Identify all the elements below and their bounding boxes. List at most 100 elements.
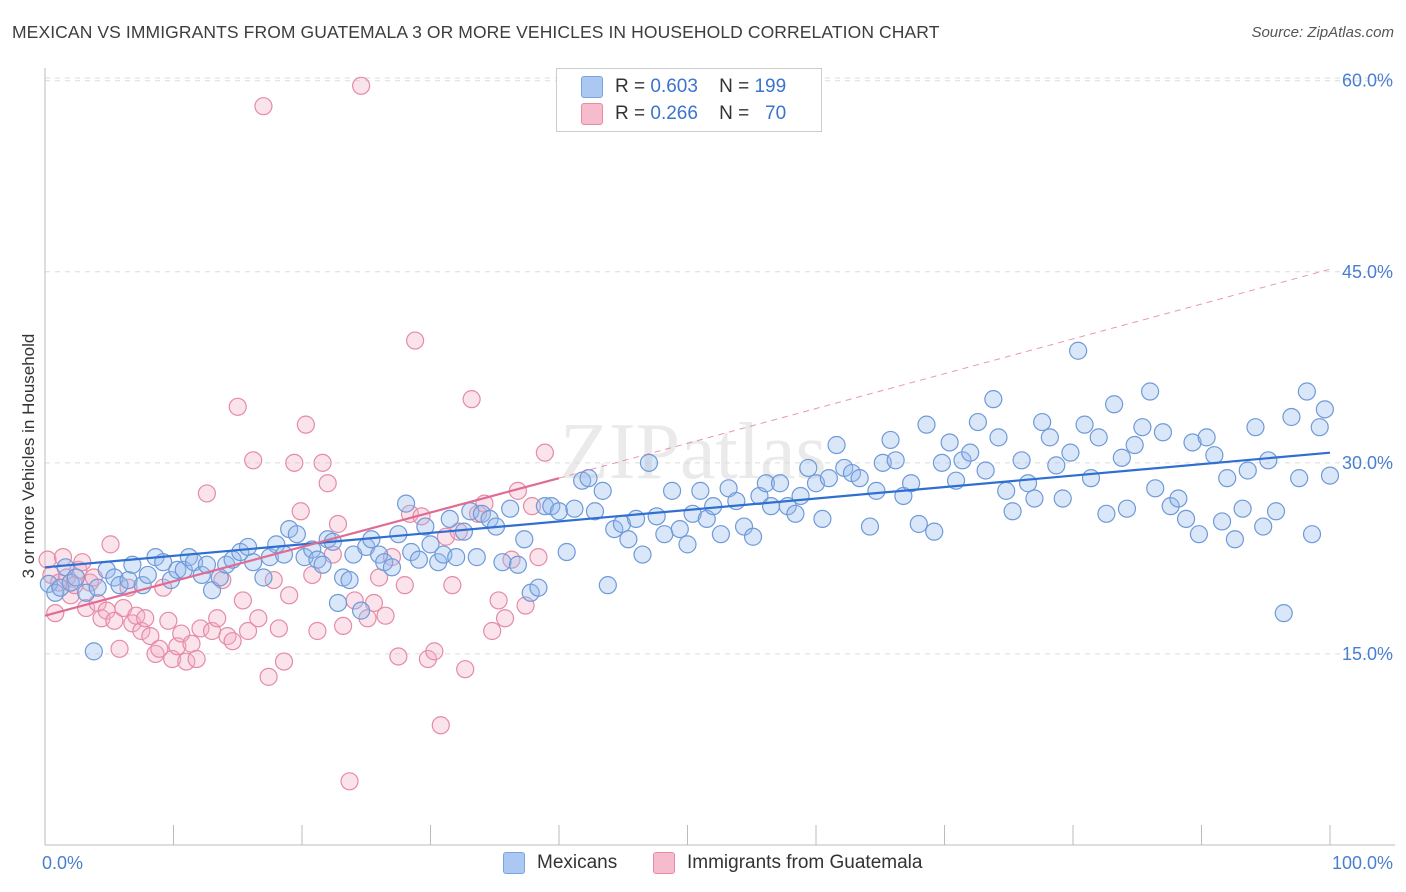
data-point-mexican <box>1047 456 1066 475</box>
data-point-mexican <box>84 642 103 661</box>
data-point-mexican <box>925 522 944 541</box>
data-point-mexican <box>1146 479 1165 498</box>
data-point-mexican <box>1089 428 1108 447</box>
stats-legend: R = 0.603 N = 199 R = 0.266 N = 70 <box>556 68 822 132</box>
data-point-mexican <box>984 390 1003 409</box>
data-point-mexican <box>535 497 554 516</box>
data-point-guatemala <box>395 576 414 595</box>
trend-line-guatemala-extension <box>558 268 1331 479</box>
data-point-mexican <box>409 550 429 569</box>
data-point-guatemala <box>318 474 337 493</box>
legend-n-label: N = <box>719 76 750 97</box>
legend-swatch-guatemala <box>581 103 603 125</box>
y-tick-label: 45.0% <box>1342 262 1393 282</box>
data-point-mexican <box>238 537 258 557</box>
legend-row-mexicans: R = 0.603 N = 199 <box>581 75 786 99</box>
data-point-guatemala <box>334 616 353 636</box>
data-point-guatemala <box>296 415 315 434</box>
data-point-mexican <box>813 509 832 528</box>
data-point-guatemala <box>313 453 332 472</box>
data-point-guatemala <box>187 649 206 669</box>
data-point-mexican <box>761 497 781 516</box>
data-point-mexican <box>1061 443 1080 462</box>
series-legend: Mexicans Immigrants from Guatemala <box>0 852 1406 878</box>
data-point-mexican <box>670 519 689 539</box>
data-point-mexican <box>88 578 107 597</box>
data-point-guatemala <box>249 609 268 628</box>
legend-label-guatemala: Immigrants from Guatemala <box>687 852 923 873</box>
legend-n-value: 70 <box>765 103 787 124</box>
data-point-mexican <box>508 555 527 574</box>
data-point-mexican <box>110 576 129 595</box>
data-point-mexican <box>1310 418 1329 437</box>
data-point-guatemala <box>389 647 408 666</box>
data-point-mexican <box>976 461 995 480</box>
data-point-mexican <box>529 578 548 597</box>
data-point-mexican <box>786 504 805 523</box>
data-point-mexican <box>1133 418 1152 437</box>
data-point-mexican <box>1040 428 1059 447</box>
data-point-mexican <box>655 525 674 544</box>
data-point-mexican <box>1018 474 1038 493</box>
data-point-guatemala <box>101 535 120 554</box>
data-point-mexican <box>1302 525 1322 544</box>
data-point-guatemala <box>61 586 80 605</box>
data-point-mexican <box>1161 497 1180 516</box>
data-point-mexican <box>1003 502 1022 521</box>
data-point-mexican <box>447 548 466 567</box>
data-point-mexican <box>1246 418 1265 437</box>
data-point-guatemala <box>340 772 359 791</box>
data-point-mexican <box>1025 489 1044 508</box>
data-point-mexican <box>402 542 421 562</box>
data-point-mexican <box>1012 451 1031 470</box>
data-point-mexican <box>179 548 199 567</box>
data-point-guatemala <box>291 502 310 521</box>
data-point-guatemala <box>269 619 288 638</box>
data-point-mexican <box>633 545 652 564</box>
data-point-guatemala <box>495 609 515 628</box>
data-point-mexican <box>340 570 359 590</box>
data-point-mexican <box>678 535 697 554</box>
legend-r-value: 0.603 <box>650 76 698 97</box>
data-point-mexican <box>909 514 928 534</box>
data-point-guatemala <box>376 606 395 625</box>
data-point-mexican <box>743 527 763 546</box>
data-point-mexican <box>799 458 818 478</box>
data-point-mexican <box>639 453 659 472</box>
data-point-mexican <box>1259 451 1278 470</box>
data-point-mexican <box>416 517 435 536</box>
data-point-mexican <box>917 415 936 434</box>
data-point-mexican <box>1233 499 1252 518</box>
data-point-mexican <box>1112 448 1131 467</box>
data-point-mexican <box>1183 433 1202 452</box>
data-point-mexican <box>932 453 952 472</box>
data-point-mexican <box>585 502 605 521</box>
data-point-guatemala <box>223 632 242 651</box>
data-point-mexican <box>734 517 754 536</box>
series-guatemala-points <box>38 76 554 791</box>
data-point-mexican <box>1238 461 1257 480</box>
data-point-mexican <box>662 481 682 500</box>
data-point-mexican <box>287 525 306 544</box>
data-point-mexican <box>1176 509 1196 528</box>
data-point-mexican <box>46 583 65 602</box>
data-point-mexican <box>382 558 402 577</box>
data-point-mexican <box>1081 469 1101 488</box>
data-point-mexican <box>1117 499 1137 518</box>
data-point-mexican <box>1254 517 1273 536</box>
data-point-mexican <box>1069 341 1088 360</box>
data-point-guatemala <box>141 626 160 646</box>
data-point-mexican <box>598 576 617 595</box>
data-point-mexican <box>1153 423 1173 442</box>
data-point-guatemala <box>483 621 502 641</box>
data-point-mexican <box>791 486 810 506</box>
data-point-mexican <box>138 565 157 585</box>
data-point-mexican <box>1140 382 1160 401</box>
data-point-mexican <box>557 542 576 562</box>
data-point-mexican <box>1033 412 1052 432</box>
data-point-mexican <box>940 433 959 452</box>
data-point-mexican <box>1218 469 1237 488</box>
data-point-mexican <box>867 481 886 500</box>
data-point-mexican <box>467 548 486 567</box>
data-point-mexican <box>168 560 187 579</box>
